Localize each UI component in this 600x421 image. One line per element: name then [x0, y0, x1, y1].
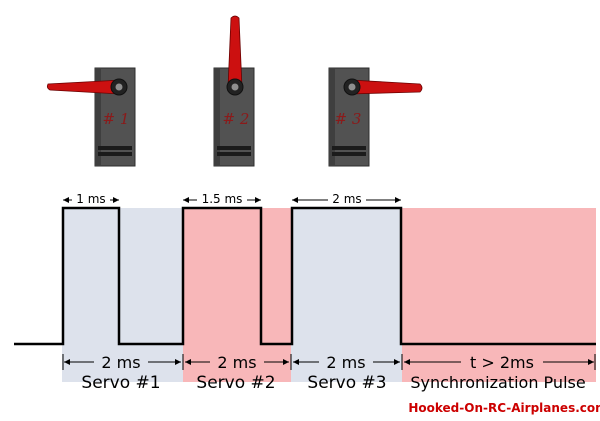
pulse-width-label: 2 ms	[332, 192, 361, 206]
servo-body-shade	[95, 68, 101, 166]
arrow-left-icon	[183, 197, 189, 203]
arrow-right-icon	[255, 197, 261, 203]
arrow-right-icon	[394, 359, 400, 365]
servo-stripe	[98, 146, 132, 150]
arrow-left-icon	[185, 359, 191, 365]
pulse-width-label: 1.5 ms	[202, 192, 243, 206]
servo-1: # 1	[46, 67, 136, 167]
section-label-servo-3: Servo #3	[307, 373, 386, 393]
servo-horn	[349, 79, 423, 95]
arrow-left-icon	[63, 197, 69, 203]
servo-2: # 2	[213, 15, 255, 167]
frame-duration-label: t > 2ms	[470, 353, 534, 372]
servo-body-shade	[214, 68, 220, 166]
arrow-left-icon	[292, 197, 298, 203]
pulse-width-label: 1 ms	[76, 192, 105, 206]
servo-body-shade	[329, 68, 335, 166]
pulse-width-labels: 1 ms 1.5 ms 2 ms	[72, 191, 366, 206]
servo-screw-icon	[115, 83, 123, 91]
frame-labels: 2 ms 2 ms 2 ms t > 2ms	[94, 353, 543, 372]
servo-screw-icon	[231, 83, 239, 91]
servo-number: # 1	[103, 110, 130, 128]
servo-horn	[227, 15, 243, 89]
servo-stripe	[217, 152, 251, 156]
arrow-left-icon	[404, 359, 410, 365]
servo-screw-icon	[348, 83, 356, 91]
watermark: Hooked-On-RC-Airplanes.com	[408, 401, 600, 415]
arrow-right-icon	[283, 359, 289, 365]
servo-3: # 3	[328, 67, 423, 167]
timing-bands	[62, 208, 596, 382]
arrow-right-icon	[588, 359, 594, 365]
arrow-left-icon	[293, 359, 299, 365]
frame-duration-label: 2 ms	[326, 353, 365, 372]
servo-stripe	[98, 152, 132, 156]
pwm-signal-waveform	[14, 206, 596, 346]
frame-duration-label: 2 ms	[101, 353, 140, 372]
servo-stripe	[332, 146, 366, 150]
servo-number: # 3	[335, 110, 362, 128]
servo-stripe	[332, 152, 366, 156]
arrow-right-icon	[113, 197, 119, 203]
servo-horn	[46, 79, 123, 95]
frame-duration-label: 2 ms	[217, 353, 256, 372]
arrow-right-icon	[395, 197, 401, 203]
arrow-left-icon	[64, 359, 70, 365]
section-label-servo-1: Servo #1	[81, 373, 160, 393]
servo-stripe	[217, 146, 251, 150]
section-label-sync: Synchronization Pulse	[410, 373, 585, 392]
arrow-right-icon	[175, 359, 181, 365]
servo-number: # 2	[223, 110, 250, 128]
section-label-servo-2: Servo #2	[196, 373, 275, 393]
section-labels: Servo #1 Servo #2 Servo #3 Synchronizati…	[81, 373, 585, 393]
